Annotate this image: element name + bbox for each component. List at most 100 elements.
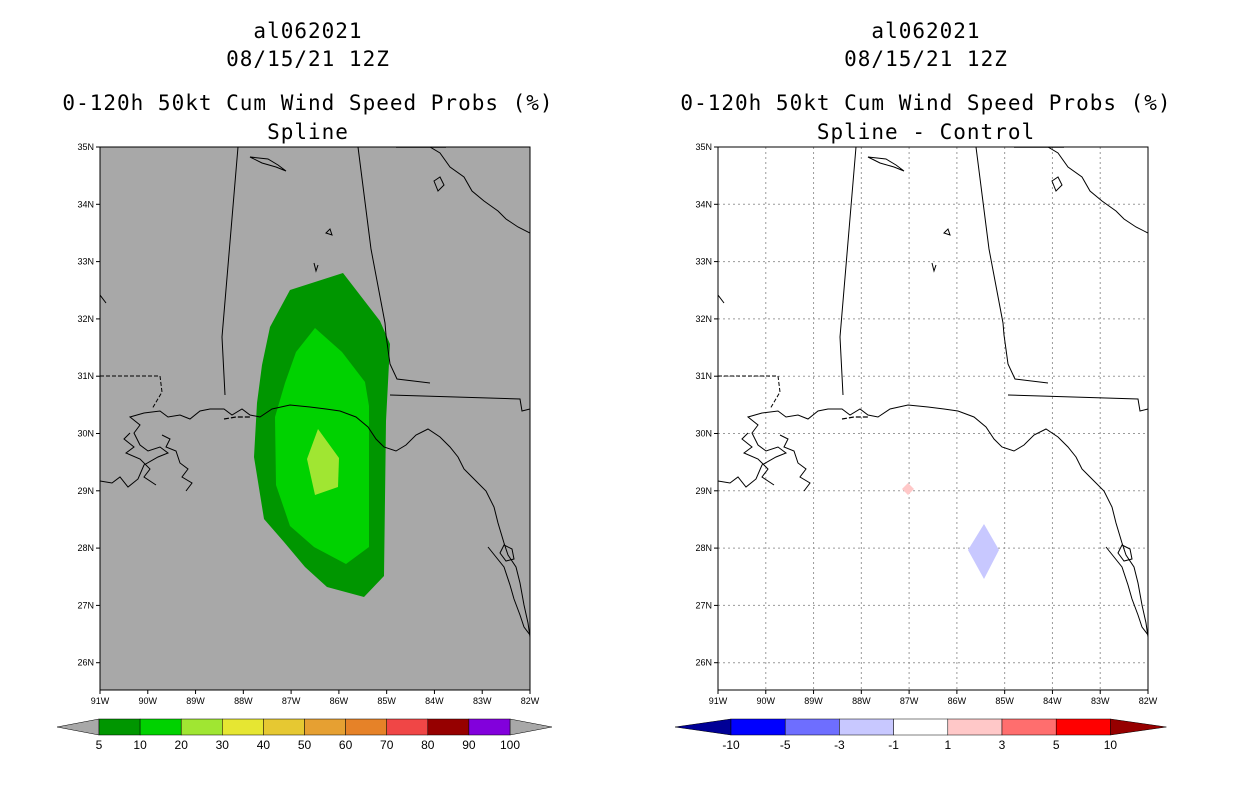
colorbar-label: -1	[888, 738, 899, 752]
colorbar-label: 5	[96, 738, 103, 752]
left-map: 91W 90W 89W 88W 87W 86W 85W 84W 83W 82W 35N 34N 33N 3…	[77, 142, 539, 706]
left-title: 0-120h 50kt Cum Wind Speed Probs (%)	[62, 91, 554, 115]
lat-label: 32N	[77, 314, 94, 324]
colorbar-label: 30	[216, 738, 230, 752]
lat-label: 27N	[77, 600, 94, 610]
lat-label: 29N	[695, 486, 712, 496]
colorbar-cell	[1055, 718, 1111, 736]
left-map-frame	[99, 146, 531, 691]
colorbar-cell	[98, 718, 141, 736]
colorbar-label: 3	[999, 738, 1006, 752]
lon-label: 89W	[186, 696, 205, 706]
lon-label: 84W	[425, 696, 444, 706]
lon-label: 86W	[948, 696, 967, 706]
lon-label: 88W	[234, 696, 253, 706]
colorbar-cell	[839, 718, 894, 736]
lat-label: 30N	[695, 429, 712, 439]
prob-20-30-contour	[307, 429, 339, 495]
lon-label: 86W	[330, 696, 349, 706]
colorbar-label: 20	[175, 738, 189, 752]
diff-negative-area	[968, 524, 999, 579]
colorbar-cell	[263, 718, 305, 736]
lat-label: 33N	[77, 257, 94, 267]
left-subtitle: Spline	[267, 120, 349, 144]
lat-label: 26N	[77, 658, 94, 668]
lon-label: 91W	[709, 696, 728, 706]
colorbar-cell	[730, 718, 786, 736]
right-map-frame	[717, 146, 1149, 691]
colorbar-label: 90	[462, 738, 476, 752]
lat-label: 32N	[695, 314, 712, 324]
left-storm-id: al062021	[253, 19, 363, 43]
colorbar-cell	[1001, 718, 1057, 736]
colorbar-label: 50	[298, 738, 312, 752]
lon-label: 83W	[473, 696, 492, 706]
colorbar-high-triangle	[509, 718, 553, 736]
lon-label: 82W	[1139, 696, 1158, 706]
lat-label: 28N	[695, 543, 712, 553]
lat-label: 34N	[695, 199, 712, 209]
colorbar-cell	[947, 718, 1003, 736]
colorbar-cell	[893, 718, 949, 736]
right-map-gridlines	[718, 147, 1148, 690]
colorbar-cell	[180, 718, 223, 736]
colorbar-cell	[222, 718, 264, 736]
lat-label: 35N	[695, 142, 712, 152]
right-map: 91W 90W 89W 88W 87W 86W 85W 84W 83W 82W 35N 34N 33N 3…	[695, 142, 1157, 706]
left-datetime: 08/15/21 12Z	[226, 47, 390, 71]
colorbar-cell	[784, 718, 840, 736]
right-axis-ticks: 91W 90W 89W 88W 87W 86W 85W 84W 83W 82W 35N 34N 33N 3…	[695, 142, 1157, 706]
right-colorbar: -10 -5 -3 -1 1 3 5 10	[674, 718, 1167, 752]
colorbar-label: 10	[1104, 738, 1118, 752]
colorbar-label: -3	[834, 738, 845, 752]
colorbar-label: -5	[780, 738, 791, 752]
colorbar-cell	[139, 718, 182, 736]
colorbar-label: 40	[257, 738, 271, 752]
colorbar-cell	[304, 718, 346, 736]
colorbar-label: 60	[339, 738, 353, 752]
colorbar-cell	[427, 718, 470, 736]
lon-label: 82W	[521, 696, 540, 706]
lat-label: 30N	[77, 429, 94, 439]
colorbar-label: -10	[722, 738, 740, 752]
right-datetime: 08/15/21 12Z	[844, 47, 1008, 71]
colorbar-label: 10	[133, 738, 147, 752]
colorbar-high-triangle	[1110, 718, 1167, 736]
lon-label: 85W	[995, 696, 1014, 706]
colorbar-label: 1	[944, 738, 951, 752]
colorbar-label: 100	[500, 738, 520, 752]
colorbar-label: 5	[1053, 738, 1060, 752]
colorbar-cell	[468, 718, 511, 736]
lon-label: 83W	[1091, 696, 1110, 706]
lat-label: 27N	[695, 600, 712, 610]
lat-label: 31N	[77, 371, 94, 381]
colorbar-label: 80	[421, 738, 435, 752]
diff-positive-area	[902, 483, 914, 495]
right-title: 0-120h 50kt Cum Wind Speed Probs (%)	[680, 91, 1172, 115]
lat-label: 28N	[77, 543, 94, 553]
colorbar-cell	[345, 718, 387, 736]
lon-label: 90W	[757, 696, 776, 706]
right-storm-id: al062021	[871, 19, 981, 43]
lat-label: 26N	[695, 658, 712, 668]
right-subtitle: Spline - Control	[816, 120, 1036, 144]
colorbar-low-triangle	[56, 718, 100, 736]
lon-label: 91W	[91, 696, 110, 706]
colorbar-label: 70	[380, 738, 394, 752]
lon-label: 87W	[282, 696, 301, 706]
lon-label: 89W	[804, 696, 823, 706]
lon-label: 90W	[139, 696, 158, 706]
colorbar-cell	[386, 718, 429, 736]
lat-label: 34N	[77, 199, 94, 209]
lat-label: 29N	[77, 486, 94, 496]
lon-label: 87W	[900, 696, 919, 706]
lat-label: 31N	[695, 371, 712, 381]
left-colorbar: 5 10 20 30 40 50 60 70 80 90 100	[56, 718, 553, 752]
lon-label: 85W	[377, 696, 396, 706]
lon-label: 84W	[1043, 696, 1062, 706]
lat-label: 33N	[695, 257, 712, 267]
colorbar-low-triangle	[674, 718, 732, 736]
lon-label: 88W	[852, 696, 871, 706]
lat-label: 35N	[77, 142, 94, 152]
